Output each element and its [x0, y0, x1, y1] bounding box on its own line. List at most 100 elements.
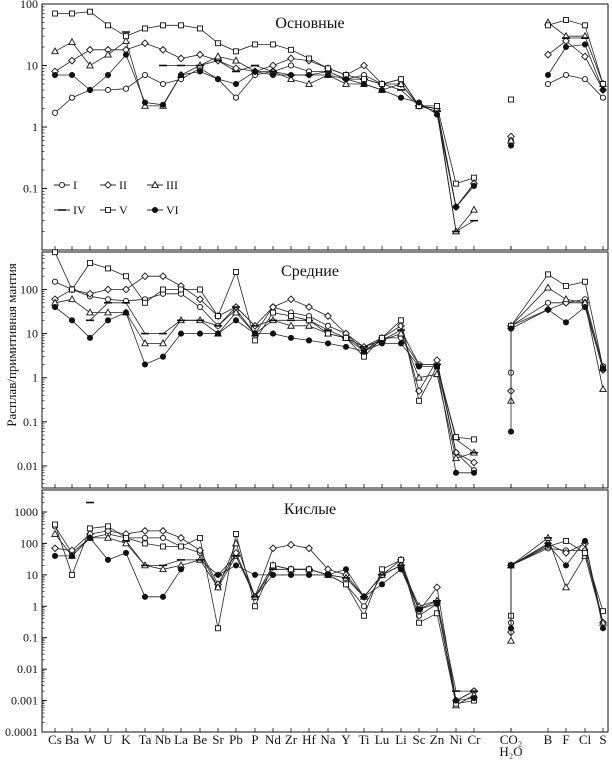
- series-line: [54, 281, 475, 471]
- data-point: [69, 10, 75, 17]
- panel-frame: [41, 251, 609, 489]
- data-point: [470, 458, 478, 467]
- data-point: [232, 94, 240, 101]
- panel-title: Кислые: [284, 501, 336, 518]
- data-point: [52, 10, 58, 17]
- data-point: [544, 541, 552, 548]
- y-tick-label: 10: [26, 327, 38, 341]
- data-point: [159, 593, 167, 600]
- data-point: [104, 533, 112, 541]
- data-point: [68, 37, 76, 45]
- data-point: [452, 453, 460, 462]
- data-point: [325, 330, 331, 337]
- data-point: [196, 303, 204, 311]
- data-point: [141, 526, 149, 535]
- data-point: [215, 40, 221, 47]
- y-tick-label: 100: [20, 282, 38, 296]
- data-point: [104, 285, 112, 294]
- data-point: [581, 76, 589, 83]
- data-point: [86, 86, 94, 94]
- data-point: [360, 603, 368, 610]
- panel-title: Средние: [281, 263, 339, 280]
- x-tick-label: Ti: [358, 732, 369, 747]
- data-point: [270, 562, 276, 569]
- data-point: [453, 434, 459, 441]
- data-point: [287, 321, 295, 329]
- data-point: [68, 94, 76, 101]
- data-point: [86, 61, 94, 69]
- series-III: [51, 529, 607, 709]
- data-point: [233, 268, 239, 275]
- data-point: [562, 319, 570, 326]
- legend-marker: [151, 180, 159, 188]
- data-point: [508, 96, 514, 103]
- series-II: [51, 272, 607, 467]
- data-point: [287, 295, 295, 304]
- data-point: [122, 309, 130, 316]
- data-point: [397, 94, 405, 101]
- data-point: [177, 54, 185, 63]
- x-tick-label: Be: [193, 732, 208, 747]
- y-tick-label: 10: [26, 568, 38, 582]
- data-point: [104, 308, 112, 316]
- y-tick-label: 1000: [14, 505, 38, 519]
- y-tick-label: 0.01: [17, 459, 38, 473]
- data-point: [416, 619, 422, 626]
- data-point: [562, 548, 570, 557]
- series-line: [547, 19, 604, 85]
- data-point: [544, 299, 552, 306]
- data-point: [599, 94, 607, 101]
- data-point: [214, 583, 222, 591]
- data-point: [288, 313, 294, 320]
- series-line: [54, 275, 475, 463]
- data-point: [122, 285, 130, 294]
- data-point: [581, 537, 589, 544]
- data-point: [141, 339, 149, 347]
- data-point: [305, 321, 313, 329]
- data-point: [104, 86, 112, 94]
- data-point: [563, 283, 569, 289]
- data-point: [69, 571, 75, 578]
- x-tick-label: Hf: [302, 732, 316, 747]
- data-point: [507, 428, 515, 435]
- series-line: [163, 60, 475, 233]
- data-point: [52, 521, 58, 528]
- data-point: [251, 68, 259, 75]
- data-point: [141, 272, 149, 281]
- data-point: [178, 22, 184, 29]
- data-point: [287, 334, 295, 341]
- data-point: [287, 71, 295, 79]
- data-point: [507, 636, 515, 644]
- series-I: [51, 278, 607, 474]
- data-point: [305, 79, 313, 87]
- data-point: [177, 71, 185, 79]
- data-point: [452, 203, 460, 211]
- data-point: [252, 41, 258, 48]
- data-point: [142, 299, 148, 306]
- data-point: [269, 71, 277, 79]
- legend-label: III: [166, 178, 178, 192]
- data-point: [416, 397, 422, 404]
- data-point: [343, 581, 349, 588]
- data-point: [51, 303, 59, 311]
- x-axis-labels: Cs Ba W U K Ta Nb La Be Sr Pb P Nd Zr Hf Na Y Ti Lu Li Sc Zn N…: [48, 732, 606, 759]
- data-point: [68, 56, 76, 65]
- series-IV: [122, 31, 589, 233]
- data-point: [305, 337, 313, 344]
- data-point: [104, 71, 112, 79]
- series-line: [54, 533, 475, 707]
- series-line: [510, 306, 604, 432]
- data-point: [251, 571, 259, 578]
- series-line: [54, 306, 474, 474]
- data-point: [51, 544, 59, 553]
- series-line: [510, 537, 604, 641]
- data-point: [159, 45, 167, 54]
- data-point: [398, 556, 404, 563]
- panel-2: 100 10 1 0.1 0.01 Средние: [17, 249, 609, 489]
- data-point: [507, 562, 515, 569]
- data-point: [177, 533, 185, 542]
- y-tick-label: 0.001: [11, 694, 38, 708]
- data-point: [87, 259, 93, 266]
